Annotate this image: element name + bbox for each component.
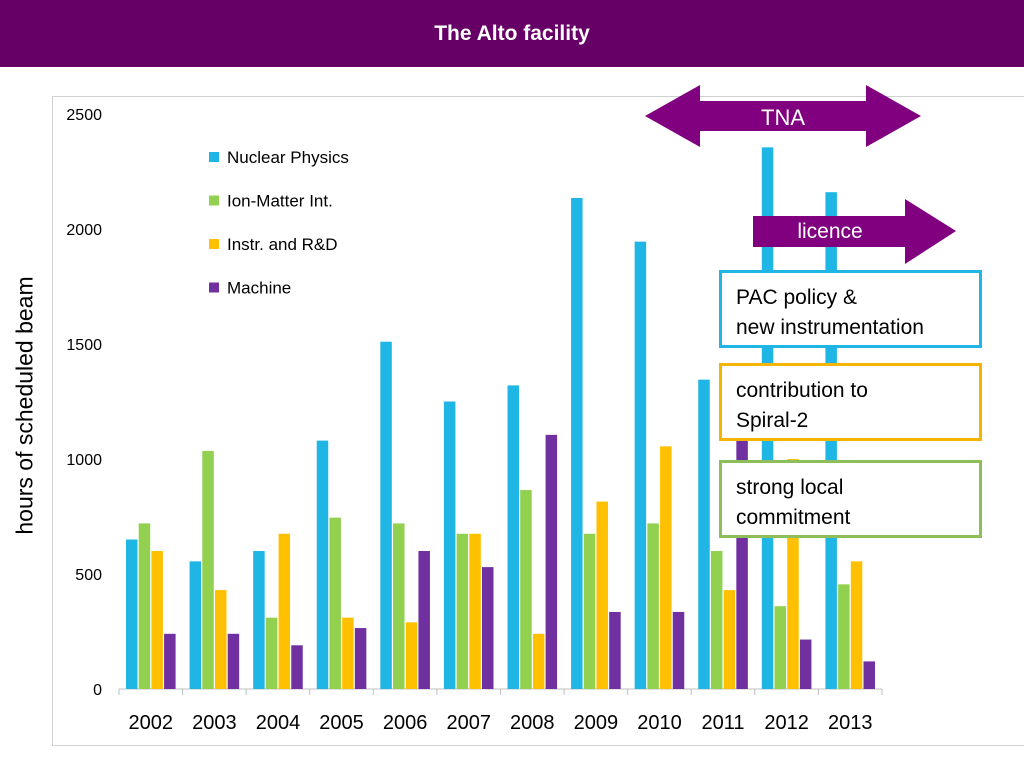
y-tick-label: 2000 bbox=[66, 222, 102, 239]
y-tick-label: 1000 bbox=[66, 452, 102, 469]
tna-double-arrow bbox=[645, 85, 921, 147]
legend-label: Machine bbox=[227, 279, 291, 298]
chart-frame bbox=[52, 96, 1024, 746]
legend-swatch bbox=[209, 282, 219, 293]
legend-label: Ion-Matter Int. bbox=[227, 192, 333, 211]
bar-ion-matter-int-2013 bbox=[838, 584, 850, 689]
bar-nuclear-physics-2005 bbox=[316, 440, 329, 689]
x-tick-label: 2006 bbox=[383, 712, 428, 734]
x-tick-label: 2003 bbox=[192, 712, 237, 734]
x-tick-label: 2002 bbox=[129, 712, 174, 734]
bar-ion-matter-int-2008 bbox=[520, 490, 532, 689]
y-tick-label: 1500 bbox=[66, 337, 102, 354]
bar-machine-2005 bbox=[354, 628, 367, 689]
bar-ion-matter-int-2012 bbox=[774, 606, 787, 689]
licence-arrow bbox=[753, 199, 956, 264]
bar-machine-2007 bbox=[482, 567, 494, 689]
bar-instr-and-r-d-2009 bbox=[596, 501, 608, 689]
bar-ion-matter-int-2004 bbox=[265, 617, 278, 689]
legend-swatch bbox=[209, 195, 219, 206]
bar-instr-and-r-d-2010 bbox=[660, 446, 672, 689]
bar-ion-matter-int-2011 bbox=[710, 551, 723, 689]
legend-swatch bbox=[209, 152, 219, 162]
bar-ion-matter-int-2009 bbox=[583, 533, 596, 689]
spiral2-line1: contribution to bbox=[736, 379, 868, 402]
x-tick-label: 2007 bbox=[446, 712, 491, 734]
y-tick-label: 500 bbox=[75, 567, 102, 584]
slide-header: The Alto facility bbox=[0, 0, 1024, 67]
x-tick-label: 2012 bbox=[764, 712, 809, 734]
bar-ion-matter-int-2005 bbox=[329, 517, 341, 689]
bar-instr-and-r-d-2004 bbox=[278, 533, 291, 689]
tna-label: TNA bbox=[761, 105, 805, 130]
bar-nuclear-physics-2004 bbox=[253, 551, 265, 689]
bar-instr-and-r-d-2005 bbox=[342, 617, 354, 689]
bar-ion-matter-int-2010 bbox=[647, 523, 659, 689]
legend-swatch bbox=[209, 239, 219, 249]
bar-instr-and-r-d-2013 bbox=[850, 561, 863, 689]
x-tick-label: 2004 bbox=[256, 712, 301, 734]
bar-ion-matter-int-2007 bbox=[456, 533, 469, 689]
bar-machine-2003 bbox=[227, 633, 240, 689]
x-tick-label: 2011 bbox=[702, 712, 745, 734]
bar-machine-2002 bbox=[164, 633, 176, 689]
bar-machine-2009 bbox=[609, 611, 621, 689]
bar-nuclear-physics-2009 bbox=[571, 197, 583, 689]
bar-instr-and-r-d-2012 bbox=[787, 459, 799, 689]
legend-label: Nuclear Physics bbox=[227, 148, 349, 167]
pac-policy-line1: PAC policy & bbox=[736, 286, 857, 309]
x-tick-label: 2013 bbox=[828, 712, 873, 734]
bar-machine-2006 bbox=[418, 551, 430, 689]
bar-machine-2013 bbox=[863, 661, 876, 689]
local-commitment-line2: commitment bbox=[736, 506, 851, 529]
bar-machine-2012 bbox=[799, 639, 812, 689]
bar-nuclear-physics-2006 bbox=[380, 341, 392, 689]
bar-instr-and-r-d-2011 bbox=[723, 590, 736, 689]
bar-ion-matter-int-2006 bbox=[393, 523, 405, 689]
bar-instr-and-r-d-2003 bbox=[214, 590, 227, 689]
licence-label: licence bbox=[797, 220, 862, 243]
spiral2-box: contribution to Spiral-2 bbox=[719, 363, 982, 441]
x-tick-label: 2008 bbox=[510, 712, 555, 734]
slide-title: The Alto facility bbox=[434, 21, 590, 45]
bar-instr-and-r-d-2002 bbox=[151, 551, 163, 689]
bar-nuclear-physics-2002 bbox=[125, 539, 138, 689]
bar-nuclear-physics-2010 bbox=[634, 241, 647, 689]
bar-instr-and-r-d-2007 bbox=[469, 533, 481, 689]
pac-policy-box: PAC policy & new instrumentation bbox=[719, 270, 982, 348]
local-commitment-line1: strong local bbox=[736, 476, 844, 499]
bar-ion-matter-int-2003 bbox=[202, 450, 214, 689]
bar-instr-and-r-d-2008 bbox=[532, 633, 545, 689]
bar-nuclear-physics-2003 bbox=[189, 561, 202, 689]
bar-machine-2008 bbox=[545, 434, 558, 689]
legend-label: Instr. and R&D bbox=[227, 235, 338, 254]
x-tick-label: 2010 bbox=[637, 712, 682, 734]
spiral2-line2: Spiral-2 bbox=[736, 409, 809, 432]
bar-instr-and-r-d-2006 bbox=[405, 622, 418, 689]
bar-nuclear-physics-2008 bbox=[507, 385, 519, 689]
y-tick-label: 0 bbox=[93, 682, 102, 699]
local-commitment-box: strong local commitment bbox=[719, 460, 982, 538]
bar-nuclear-physics-2011 bbox=[698, 379, 710, 689]
y-axis-label: hours of scheduled beam bbox=[11, 276, 38, 535]
bar-ion-matter-int-2002 bbox=[138, 523, 151, 689]
bar-machine-2004 bbox=[291, 645, 303, 689]
bar-nuclear-physics-2007 bbox=[443, 401, 456, 689]
y-tick-label: 2500 bbox=[66, 107, 102, 124]
pac-policy-line2: new instrumentation bbox=[736, 316, 924, 339]
bar-machine-2010 bbox=[672, 611, 685, 689]
bar-machine-2011 bbox=[736, 436, 748, 689]
x-tick-label: 2009 bbox=[574, 712, 619, 734]
x-tick-label: 2005 bbox=[319, 712, 364, 734]
